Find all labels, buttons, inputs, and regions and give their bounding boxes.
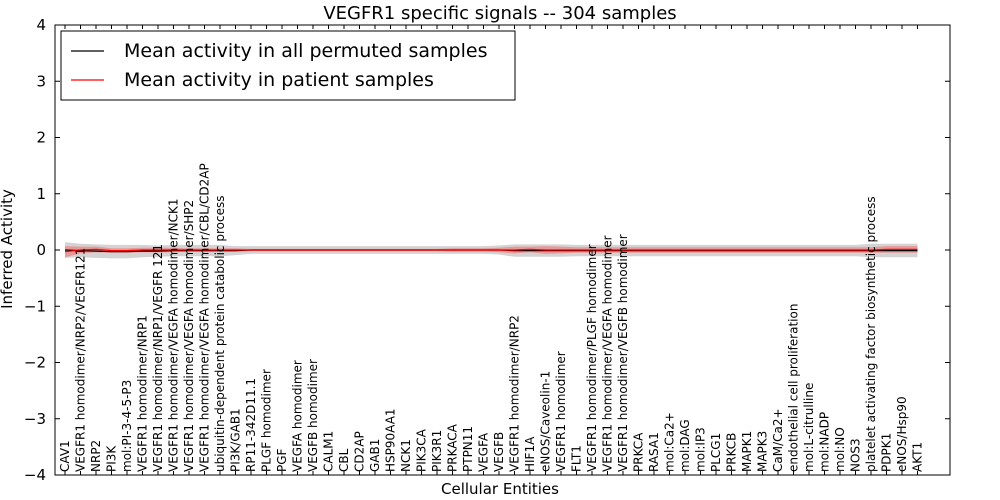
x-axis-label: Cellular Entities [441, 480, 559, 498]
y-tick-label: 3 [36, 72, 46, 90]
x-tick-label: VEGFR1 homodimer/NRP1 [136, 315, 150, 472]
x-tick-label: VEGFA homodimer [291, 360, 305, 472]
y-axis-label: Inferred Activity [0, 189, 16, 309]
chart-title: VEGFR1 specific signals -- 304 samples [323, 3, 676, 24]
x-tick-label: PLCG1 [709, 433, 723, 472]
x-tick-label: VEGFB [492, 432, 506, 472]
x-tick-label: mol:PI-3-4-5-P3 [120, 380, 134, 472]
x-tick-label: VEGFR1 homodimer/VEGFA homodimer/NCK1 [167, 198, 181, 472]
x-tick-label: VEGFR1 homodimer [554, 351, 568, 472]
x-tick-label: VEGFR1 homodimer/VEGFA homodimer/SHP2 [182, 200, 196, 472]
x-tick-label: AKT1 [911, 442, 925, 472]
y-tick-label: −3 [24, 410, 46, 428]
x-tick-label: PIK3R1 [430, 430, 444, 472]
x-tick-label: RASA1 [647, 432, 661, 472]
x-tick-label: mol:NO [833, 427, 847, 472]
x-tick-label: CALM1 [322, 431, 336, 472]
x-tick-label: mol:Ca2+ [663, 412, 677, 472]
y-tick-label: 1 [36, 185, 46, 203]
x-tick-label: mol:NADP [818, 412, 832, 472]
legend-frame [60, 30, 516, 101]
x-tick-label: endothelial cell proliferation [787, 304, 801, 472]
x-tick-label: VEGFR1 homodimer/NRP2 [508, 315, 522, 472]
y-tick-label: −2 [24, 354, 46, 372]
x-tick-label: VEGFR1 homodimer/VEGFA homodimer [601, 235, 615, 472]
x-tick-label: HSP90AA1 [384, 408, 398, 472]
x-tick-label: mol:IP3 [694, 427, 708, 472]
line-series-2 [64, 248, 918, 253]
y-tick-label: −1 [24, 297, 46, 315]
x-tick-label: PRKACA [446, 423, 460, 472]
y-tick-label: 2 [36, 129, 46, 147]
x-tick-label: VEGFR1 homodimer/NRP2/VEGFR121 [74, 248, 88, 472]
x-tick-label: GAB1 [368, 439, 382, 472]
x-tick-label: ubiquitin-dependent protein catabolic pr… [213, 196, 227, 472]
band-series-2 [65, 246, 918, 258]
y-tick-label: −4 [24, 466, 46, 484]
x-tick-label: HIF1A [523, 436, 537, 472]
x-tick-label: VEGFR1 homodimer/VEGFA homodimer/CBL/CD2… [198, 163, 212, 472]
x-tick-label: VEGFR1 homodimer/NRP1/VEGFR 121 [151, 244, 165, 472]
y-tick-label: 0 [36, 241, 46, 259]
x-tick-label: CAV1 [58, 440, 72, 472]
x-tick-label: PIK3CA [415, 428, 429, 472]
x-tick-label: VEGFR1 homodimer/VEGFB homodimer [616, 234, 630, 472]
x-tick-label: VEGFB homodimer [306, 359, 320, 472]
legend: Mean activity in all permuted samples Mea… [60, 30, 516, 101]
x-tick-label: eNOS/Hsp90 [895, 396, 909, 472]
x-tick-label: PLGF homodimer [260, 369, 274, 472]
x-tick-label: RP11-342D11.1 [244, 378, 258, 472]
x-tick-label: MAPK1 [740, 431, 754, 472]
x-tick-label: platelet activating factor biosynthetic … [864, 196, 878, 472]
x-tick-label: VEGFA [477, 432, 491, 472]
x-tick-label: VEGFR1 homodimer/PLGF homodimer [585, 244, 599, 472]
y-tick-label: 4 [36, 16, 46, 34]
x-tick-label: PRKCA [632, 432, 646, 472]
x-tick-label: NOS3 [849, 438, 863, 472]
x-tick-label: PI3K [105, 445, 119, 472]
x-tick-label: eNOS/Caveolin-1 [539, 371, 553, 472]
x-tick-label: CBL [337, 448, 351, 472]
legend-label-series-2: Mean activity in patient samples [124, 69, 434, 91]
y-axis-ticks: −4 −3 −2 −1 0 1 2 3 4 [24, 16, 950, 484]
x-tick-label: PGF [275, 448, 289, 472]
x-tick-label: CaM/Ca2+ [771, 408, 785, 472]
x-tick-label: mol:DAG [678, 419, 692, 472]
x-tick-label: PDPK1 [880, 433, 894, 472]
x-axis-ticks: CAV1 VEGFR1 homodimer/NRP2/VEGFR121 NRP2 PI… [58, 25, 925, 475]
plot-frame [54, 24, 951, 476]
x-tick-label: PRKCB [725, 433, 739, 472]
x-tick-label: FLT1 [570, 445, 584, 472]
x-tick-label: PTPN11 [461, 426, 475, 472]
x-tick-label: PI3K/GAB1 [229, 408, 243, 472]
series-lines [64, 248, 918, 253]
x-tick-label: mol:L-citrulline [802, 383, 816, 472]
x-tick-label: NCK1 [399, 439, 413, 472]
legend-label-series-1: Mean activity in all permuted samples [124, 40, 487, 62]
x-tick-label: NRP2 [89, 440, 103, 472]
x-tick-label: MAPK3 [756, 431, 770, 472]
x-tick-label: CD2AP [353, 431, 367, 472]
